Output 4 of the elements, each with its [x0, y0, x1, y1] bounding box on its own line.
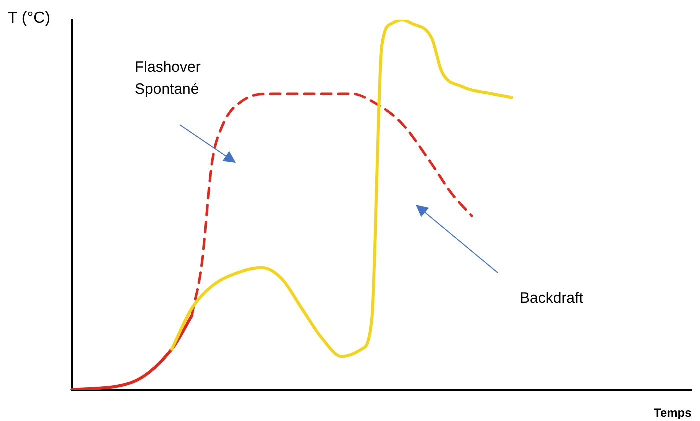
- annotation: Backdraft: [520, 289, 584, 309]
- annotation: Flashover Spontané: [135, 58, 201, 100]
- y-axis-title: T (°C): [8, 9, 51, 29]
- x-axis-title: Temps: [654, 405, 692, 421]
